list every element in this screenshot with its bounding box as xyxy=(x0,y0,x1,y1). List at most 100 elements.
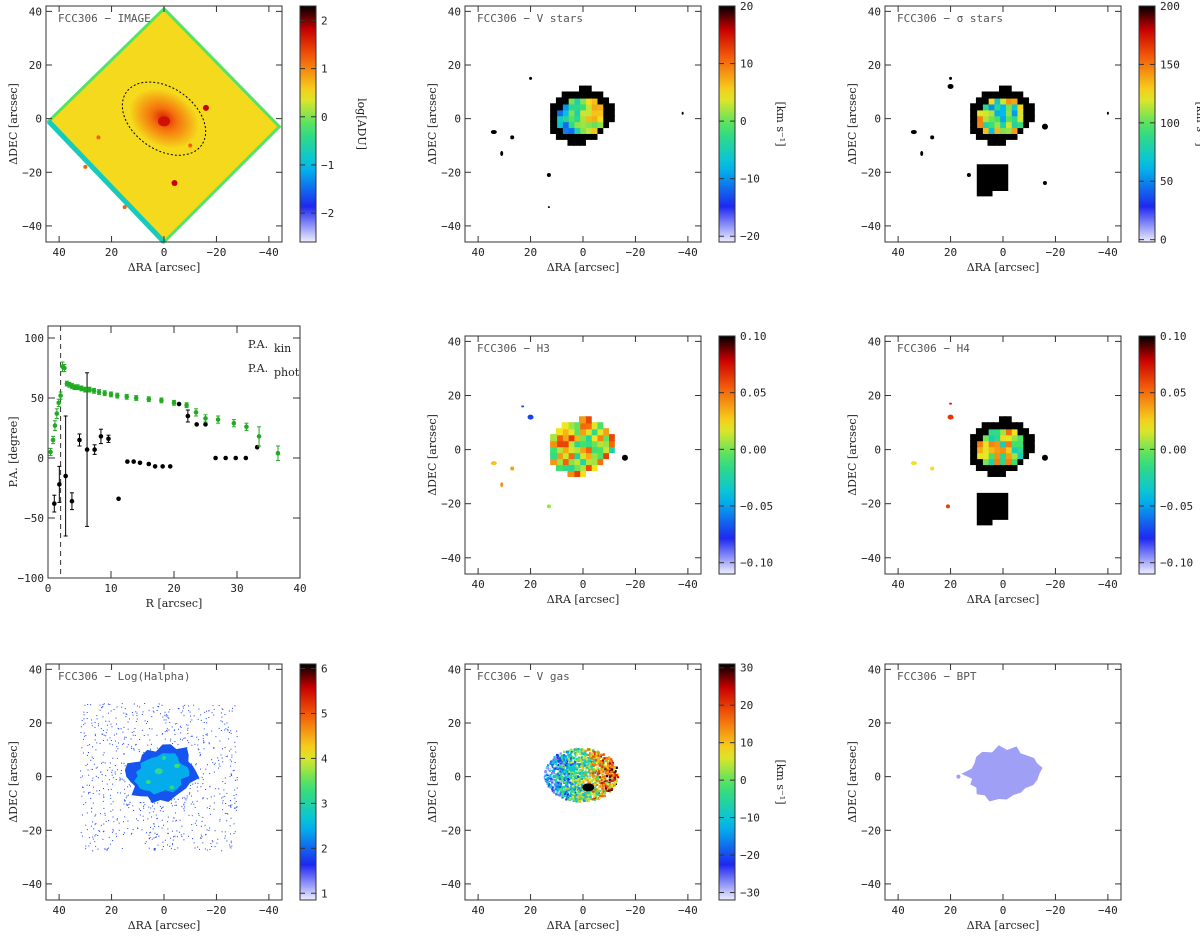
field-star xyxy=(930,466,935,471)
colorbar-tick-label: 0.00 xyxy=(740,443,767,456)
vgas-pixel xyxy=(547,763,550,767)
vgas-pixel xyxy=(562,755,565,759)
bin-tile xyxy=(555,451,563,460)
halpha-pixel xyxy=(196,820,198,822)
colorbar-tick-label: −20 xyxy=(740,230,760,243)
vgas-pixel xyxy=(561,754,564,757)
halpha-pixel xyxy=(101,780,103,782)
vgas-pixel xyxy=(596,750,599,753)
x-tick-label: 40 xyxy=(891,578,904,591)
halpha-pixel xyxy=(87,769,89,771)
vgas-pixel xyxy=(561,770,564,773)
y-tick-label: −20 xyxy=(22,824,42,837)
panel-title: FCC306 − H4 xyxy=(897,342,970,355)
vgas-pixel xyxy=(584,753,587,756)
halpha-pixel xyxy=(220,754,222,756)
field-star xyxy=(500,482,504,488)
bin-tile xyxy=(590,434,598,442)
halpha-pixel xyxy=(205,734,207,736)
halpha-pixel xyxy=(137,820,139,822)
halpha-pixel xyxy=(178,708,180,710)
vgas-pixel xyxy=(563,773,566,776)
halpha-pixel xyxy=(210,796,212,798)
vgas-pixel xyxy=(565,798,568,801)
vgas-pixel xyxy=(564,770,567,773)
vgas-pixel xyxy=(578,779,581,783)
halpha-pixel xyxy=(127,786,129,788)
y-tick-label: −40 xyxy=(441,220,461,233)
data-point xyxy=(72,384,77,390)
y-axis-label: ΔDEC [arcsec] xyxy=(7,741,20,823)
bin-tile xyxy=(561,451,569,460)
vgas-pixel xyxy=(593,798,596,801)
vgas-pixel xyxy=(590,791,593,795)
halpha-pixel xyxy=(227,738,229,740)
bin-tile xyxy=(1010,434,1018,442)
halpha-pixel xyxy=(159,810,161,812)
bin-tile xyxy=(975,428,983,436)
halpha-pixel xyxy=(132,714,134,716)
bin-tile xyxy=(584,434,592,442)
vgas-pixel xyxy=(583,775,586,778)
halpha-pixel xyxy=(191,763,193,765)
halpha-pixel xyxy=(161,807,163,809)
vgas-pixel xyxy=(585,794,588,797)
vgas-pixel xyxy=(555,763,558,766)
halpha-pixel xyxy=(95,845,97,847)
vgas-pixel xyxy=(563,785,566,788)
halpha-pixel xyxy=(175,819,177,821)
y-axis-label: ΔDEC [arcsec] xyxy=(426,414,439,496)
vgas-pixel xyxy=(580,765,583,768)
halpha-pixel xyxy=(146,832,148,834)
halpha-pixel xyxy=(111,774,113,776)
halpha-pixel xyxy=(156,833,158,835)
vgas-pixel xyxy=(567,772,571,776)
halpha-pixel xyxy=(206,849,208,851)
halpha-pixel xyxy=(152,811,154,813)
halpha-pixel xyxy=(114,740,116,742)
halpha-pixel xyxy=(191,735,193,737)
x-tick-label: −20 xyxy=(1046,578,1066,591)
bin-tile xyxy=(1004,103,1012,111)
vgas-pixel xyxy=(594,789,597,793)
halpha-pixel xyxy=(183,715,185,717)
colorbar-label: [km s⁻¹] xyxy=(1194,101,1200,146)
halpha-pixel xyxy=(187,740,189,742)
halpha-pixel xyxy=(184,737,186,739)
bin-tile xyxy=(567,463,575,472)
bin-tile xyxy=(555,132,563,140)
bin-tile xyxy=(584,446,592,454)
bin-tile xyxy=(590,109,598,117)
halpha-pixel xyxy=(125,736,127,738)
bin-tile xyxy=(975,463,983,472)
bin-tile xyxy=(550,446,558,454)
vgas-pixel xyxy=(567,753,570,756)
field-star xyxy=(188,143,193,148)
halpha-pixel xyxy=(112,783,114,785)
bin-tile xyxy=(987,97,995,105)
bin-tile xyxy=(1010,422,1018,430)
halpha-pixel xyxy=(94,722,96,724)
data-point xyxy=(102,390,107,396)
field-star xyxy=(910,461,917,466)
halpha-pixel xyxy=(113,708,115,710)
halpha-pixel xyxy=(190,735,192,737)
halpha-pixel xyxy=(206,829,208,831)
halpha-pixel xyxy=(231,707,233,709)
halpha-pixel xyxy=(184,806,186,808)
vgas-pixel xyxy=(604,783,607,787)
vgas-pixel xyxy=(572,749,575,752)
vgas-pixel xyxy=(563,759,566,762)
bin-tile xyxy=(1016,97,1024,105)
bin-tile xyxy=(561,446,569,454)
bin-tile xyxy=(1004,434,1012,442)
vgas-feature xyxy=(582,783,595,792)
h3-bins xyxy=(550,416,615,477)
vgas-pixel xyxy=(558,774,561,777)
halpha-pixel xyxy=(200,719,202,721)
halpha-pixel xyxy=(205,834,207,836)
vgas-pixel xyxy=(596,797,599,800)
field-star xyxy=(945,504,950,509)
halpha-pixel xyxy=(230,748,232,750)
halpha-pixel xyxy=(194,782,196,784)
